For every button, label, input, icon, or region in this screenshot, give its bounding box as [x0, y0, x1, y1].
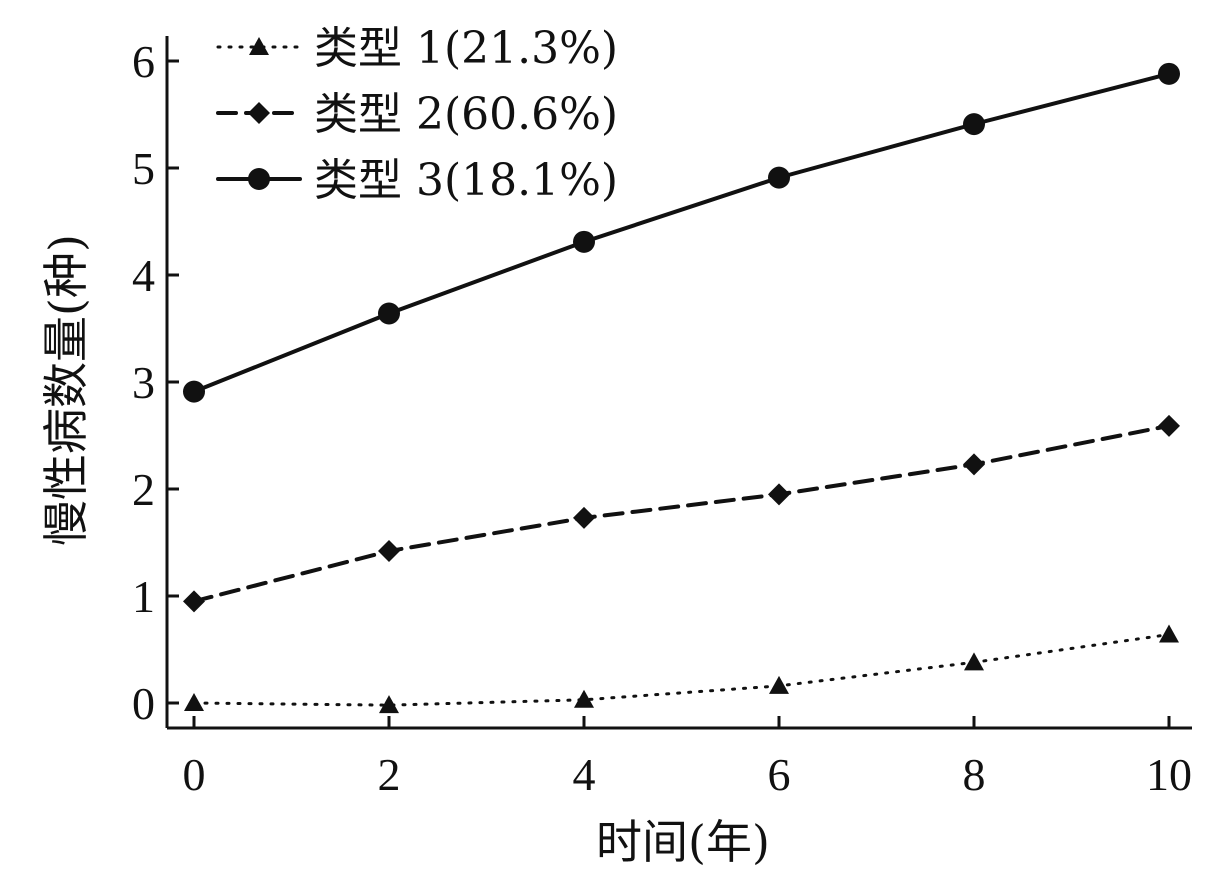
x-ticks: 0 2 4 6 8 10 — [183, 716, 1192, 800]
data-point — [573, 230, 595, 253]
data-point — [768, 483, 790, 506]
legend-marker — [249, 37, 269, 55]
data-point — [963, 113, 985, 136]
data-point — [1159, 624, 1179, 643]
y-tick-label: 5 — [132, 143, 155, 194]
x-axis-title: 时间(年) — [596, 815, 770, 869]
legend-marker — [248, 102, 270, 124]
series-layer — [183, 62, 1180, 714]
data-point — [378, 540, 400, 563]
y-ticks: 0 1 2 3 4 5 6 — [132, 36, 179, 729]
data-point — [1158, 414, 1180, 437]
data-point — [183, 380, 205, 403]
legend-item: 类型 2(60.6%) — [216, 89, 618, 140]
x-tick-label: 0 — [183, 749, 206, 800]
x-tick-label: 6 — [768, 749, 791, 800]
data-point — [379, 695, 399, 714]
data-point — [768, 166, 790, 189]
y-axis-title: 慢性病数量(种) — [39, 234, 93, 546]
data-point — [769, 675, 789, 694]
legend-label: 类型 1(21.3%) — [314, 23, 618, 74]
series-line — [192, 423, 1171, 604]
x-tick-label: 8 — [963, 749, 986, 800]
y-tick-label: 2 — [132, 464, 155, 515]
legend-label: 类型 2(60.6%) — [314, 89, 618, 140]
legend-item: 类型 3(18.1%) — [216, 155, 618, 206]
x-tick-label: 4 — [573, 749, 596, 800]
data-point — [1158, 62, 1180, 85]
y-tick-label: 1 — [132, 571, 155, 622]
series-1 — [184, 624, 1179, 714]
x-tick-label: 10 — [1146, 749, 1192, 800]
y-tick-label: 4 — [132, 250, 155, 301]
legend-label: 类型 3(18.1%) — [314, 155, 618, 206]
legend-marker — [248, 168, 270, 190]
data-point — [183, 590, 205, 613]
data-point — [378, 302, 400, 325]
y-tick-label: 3 — [132, 357, 155, 408]
y-tick-label: 6 — [132, 36, 155, 87]
data-point — [574, 689, 594, 708]
x-tick-label: 2 — [378, 749, 401, 800]
series-line — [192, 633, 1171, 707]
series-2 — [183, 414, 1180, 613]
y-tick-label: 0 — [132, 678, 155, 729]
legend-item: 类型 1(21.3%) — [216, 23, 618, 74]
data-point — [964, 652, 984, 671]
series-line — [192, 71, 1171, 394]
data-point — [573, 506, 595, 529]
data-point — [963, 453, 985, 476]
series-3 — [183, 62, 1180, 403]
legend: 类型 1(21.3%) 类型 2(60.6%) 类型 3(18.1%) — [216, 23, 618, 206]
data-point — [184, 693, 204, 711]
